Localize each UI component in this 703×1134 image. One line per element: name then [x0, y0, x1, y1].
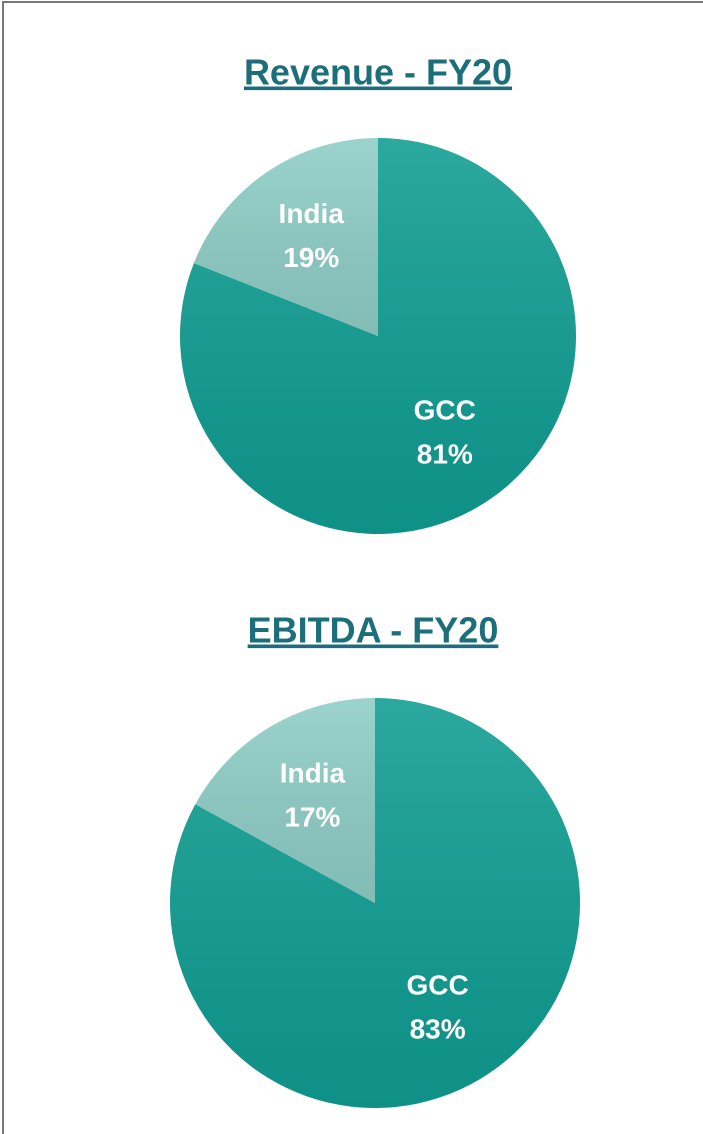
- slice-category-label: India: [280, 758, 346, 789]
- pie-slice-shade: [193, 138, 378, 336]
- slice-value-label: 19%: [283, 242, 339, 273]
- pie-slice-shade: [169, 698, 580, 1109]
- slice-value-label: 83%: [410, 1013, 466, 1044]
- slice-category-label: GCC: [406, 969, 468, 1000]
- pie-slice-shade: [195, 698, 375, 903]
- chart-title: Revenue - FY20: [244, 52, 512, 93]
- slice-category-label: India: [279, 198, 345, 229]
- chart-title: EBITDA - FY20: [248, 610, 499, 651]
- slice-value-label: 17%: [284, 802, 340, 833]
- slice-category-label: GCC: [414, 395, 476, 426]
- slice-value-label: 81%: [417, 439, 473, 470]
